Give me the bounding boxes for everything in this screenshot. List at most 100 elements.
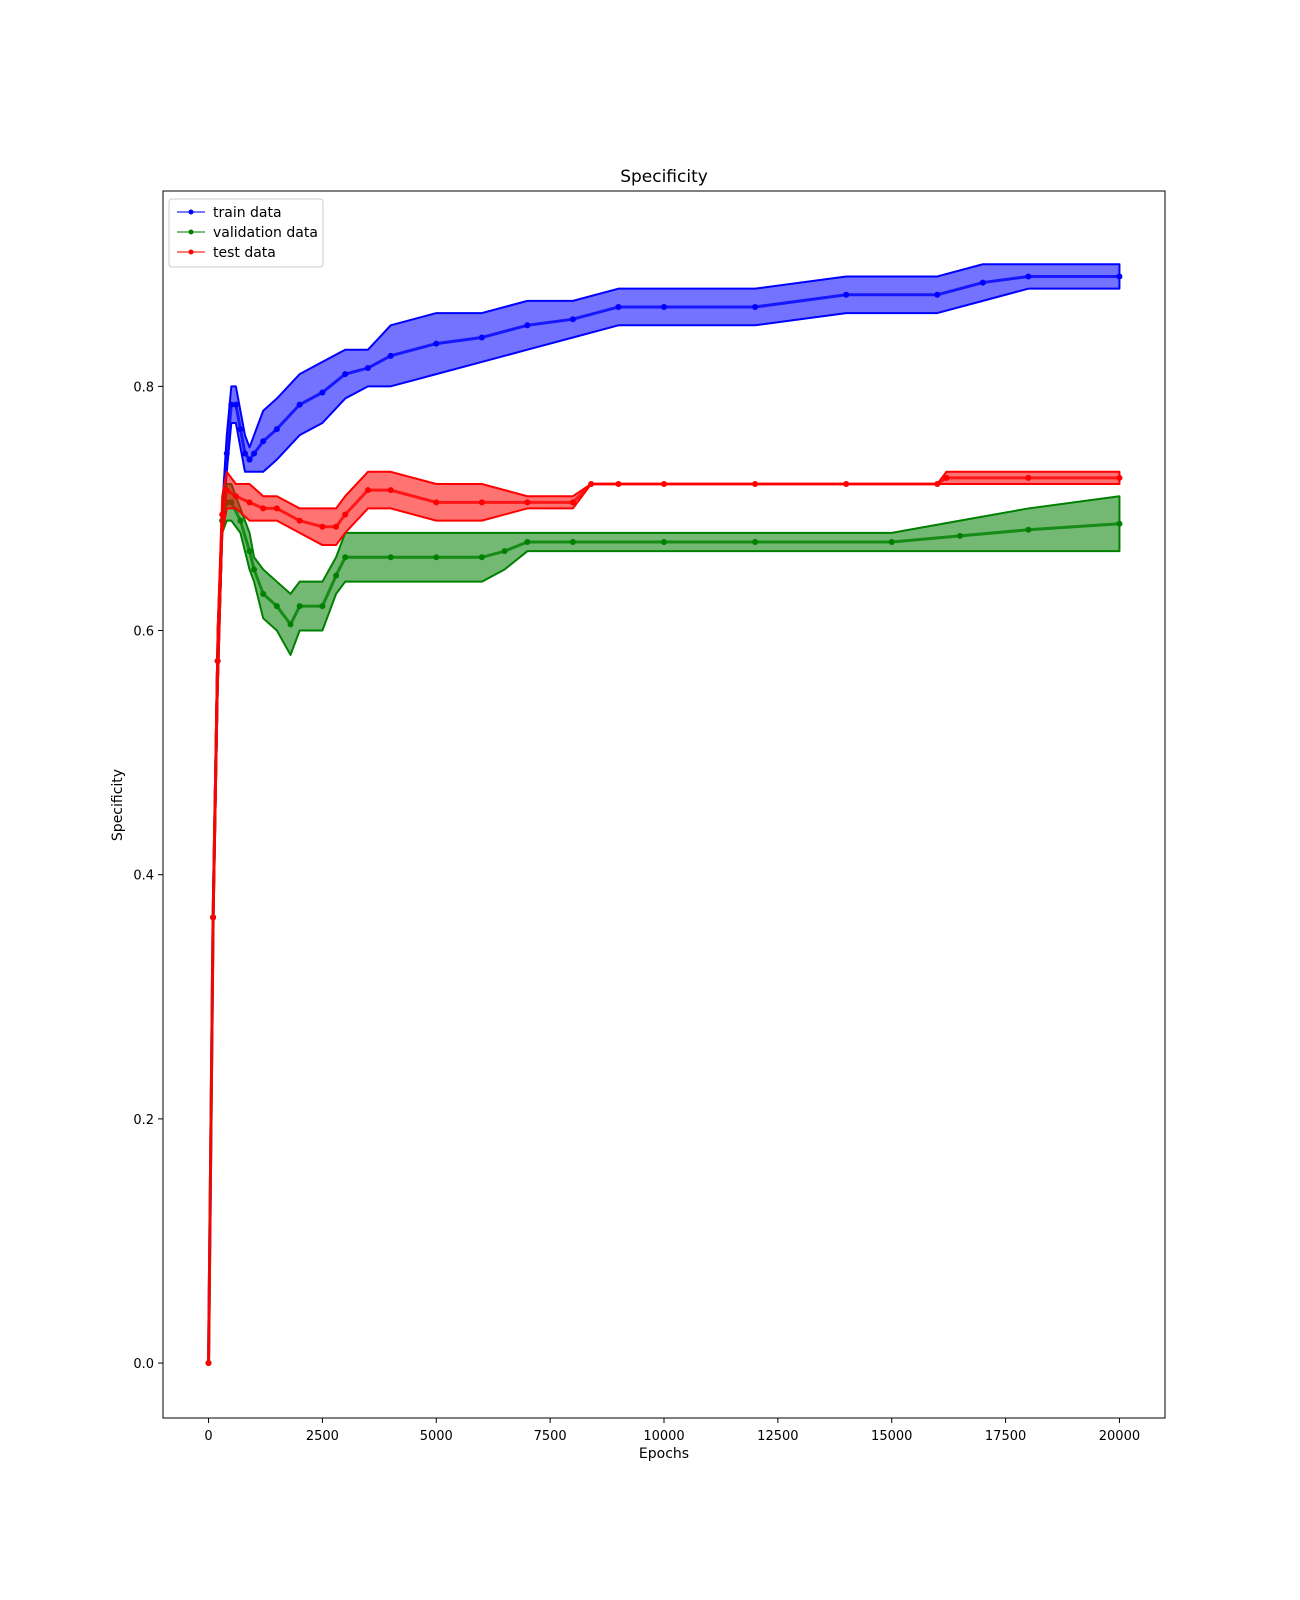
series-point: [1025, 474, 1032, 481]
series-point: [273, 505, 280, 512]
series-point: [210, 914, 217, 921]
legend-label: train data: [213, 205, 282, 221]
series-point: [943, 474, 950, 481]
x-tick-label: 10000: [643, 1429, 684, 1444]
series-point: [661, 303, 667, 310]
x-tick-label: 0: [204, 1429, 212, 1444]
x-tick-label: 2500: [306, 1429, 339, 1444]
x-tick-label: 12500: [757, 1429, 798, 1444]
y-tick-label: 0.4: [133, 869, 154, 884]
legend-marker: [188, 229, 194, 235]
x-tick-label: 17500: [985, 1429, 1026, 1444]
series-point: [843, 291, 850, 298]
series-point: [333, 572, 340, 579]
series-point: [342, 371, 349, 378]
series-point: [843, 481, 850, 488]
series-point: [364, 487, 371, 494]
x-tick-label: 5000: [420, 1429, 453, 1444]
series-point: [979, 279, 986, 286]
x-axis: 0 2500 5000 7500 10000 12500 15000 17500 20000: [204, 1418, 1140, 1444]
series-point: [319, 523, 326, 530]
series-point: [342, 511, 349, 518]
series-point: [205, 1360, 212, 1367]
series-point: [228, 401, 235, 408]
series-point: [888, 539, 895, 546]
series-point: [661, 481, 667, 488]
series-point: [569, 316, 576, 323]
series-point: [1116, 474, 1123, 481]
legend: train data validation data test data: [168, 198, 324, 268]
series-point: [387, 554, 394, 561]
series-point: [219, 511, 226, 518]
series-point: [232, 401, 239, 408]
series-line: [207, 274, 1120, 1364]
series-point: [364, 365, 371, 372]
series-point: [287, 621, 294, 628]
y-axis: 0.0 0.2 0.4 0.6 0.8: [133, 380, 163, 1372]
series-point: [296, 517, 303, 524]
series-point: [478, 499, 485, 506]
series-point: [319, 389, 326, 396]
series-point: [1025, 526, 1032, 533]
series-point: [478, 334, 485, 341]
series-point: [232, 493, 239, 500]
legend-box: [168, 198, 324, 268]
series-point: [752, 539, 759, 546]
series-point: [333, 523, 340, 530]
series-point: [569, 539, 576, 546]
x-tick-label: 20000: [1099, 1429, 1140, 1444]
series-point: [478, 554, 485, 561]
y-axis-label: Specificity: [110, 769, 126, 841]
series-point: [1025, 273, 1032, 280]
legend-label: validation data: [213, 225, 318, 241]
series-point: [260, 438, 267, 445]
series-point: [246, 548, 253, 555]
series-point: [223, 487, 230, 494]
series-point: [237, 517, 244, 524]
x-tick-label: 7500: [534, 1429, 567, 1444]
series-point: [296, 401, 303, 408]
y-tick-label: 0.0: [133, 1357, 154, 1372]
series-point: [223, 450, 230, 457]
series-point: [342, 554, 349, 561]
legend-label: test data: [213, 245, 276, 261]
chart-title: Specificity: [620, 167, 708, 187]
series-point: [251, 566, 258, 573]
series-point: [752, 303, 759, 310]
series-point: [387, 487, 394, 494]
series-point: [752, 481, 759, 488]
series-point: [524, 539, 531, 546]
series-point: [588, 481, 595, 488]
y-tick-label: 0.8: [133, 380, 154, 395]
plot-series: [205, 263, 1123, 1367]
series-point: [237, 426, 244, 433]
series-point: [251, 450, 258, 457]
series-point: [1116, 520, 1123, 527]
series-point: [273, 603, 280, 610]
series-point: [260, 590, 267, 597]
series-point: [246, 499, 253, 506]
series-point: [661, 539, 667, 546]
legend-marker: [188, 209, 194, 215]
x-axis-label: Epochs: [639, 1446, 689, 1462]
y-tick-label: 0.6: [133, 625, 154, 640]
series-point: [524, 499, 531, 506]
series-point: [615, 303, 622, 310]
series-point: [934, 291, 941, 298]
series-point: [501, 548, 508, 555]
series-train-data: [205, 263, 1123, 1367]
series-point: [934, 481, 941, 488]
series-point: [615, 481, 622, 488]
series-point: [387, 352, 394, 359]
series-point: [433, 554, 440, 561]
series-point: [273, 426, 280, 433]
series-point: [260, 505, 267, 512]
series-point: [957, 532, 964, 539]
series-point: [569, 499, 576, 506]
series-point: [241, 450, 248, 457]
series-point: [214, 658, 221, 665]
y-tick-label: 0.2: [133, 1113, 154, 1128]
series-point: [433, 499, 440, 506]
x-tick-label: 15000: [871, 1429, 912, 1444]
